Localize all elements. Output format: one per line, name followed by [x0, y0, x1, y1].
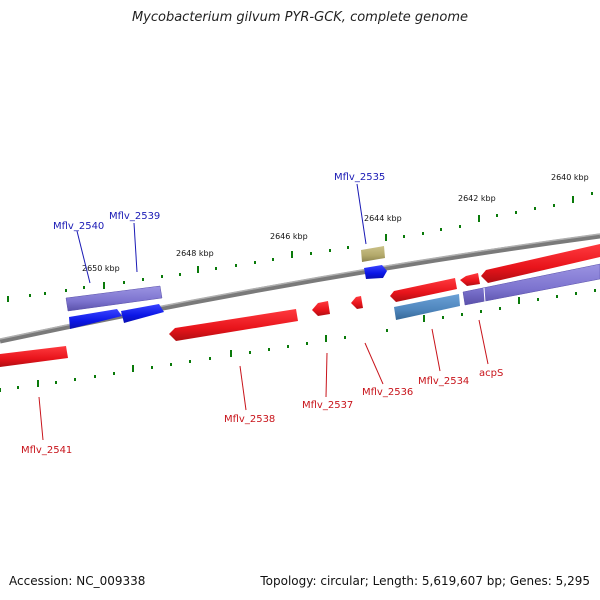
- gene-label-acps: acpS: [479, 368, 503, 379]
- gene-label-mflv2541: Mflv_2541: [21, 445, 72, 456]
- accession-text: Accession: NC_009338: [9, 574, 146, 588]
- scale-label-2642: 2642 kbp: [458, 194, 496, 203]
- scale-label-2646: 2646 kbp: [270, 232, 308, 241]
- feature-purple-right[interactable]: [462, 263, 600, 306]
- gene-red-mflv2536[interactable]: [351, 296, 363, 309]
- scale-label-2644: 2644 kbp: [364, 214, 402, 223]
- inner-scale-ticks: [0, 289, 596, 392]
- feature-steel[interactable]: [394, 294, 460, 320]
- gene-label-mflv2534: Mflv_2534: [418, 376, 469, 387]
- label-connectors-upper: [76, 183, 367, 284]
- gene-blue-1[interactable]: [69, 309, 122, 329]
- gene-red-acps[interactable]: [460, 273, 480, 286]
- gene-blue-2[interactable]: [121, 304, 164, 323]
- scale-label-2648: 2648 kbp: [176, 249, 214, 258]
- topology-text: Topology: circular; Length: 5,619,607 bp…: [260, 574, 590, 588]
- outer-scale-ticks: [7, 192, 593, 302]
- gene-blue-mflv2535[interactable]: [364, 265, 387, 279]
- scale-label-2640: 2640 kbp: [551, 173, 589, 182]
- scale-label-2650: 2650 kbp: [82, 264, 120, 273]
- gene-label-mflv2536: Mflv_2536: [362, 387, 413, 398]
- map-title: Mycobacterium gilvum PYR-GCK, complete g…: [131, 10, 469, 25]
- gene-red-mflv2538[interactable]: [169, 309, 298, 341]
- gene-label-mflv2538: Mflv_2538: [224, 414, 275, 425]
- label-connectors-lower: [38, 319, 489, 441]
- gene-label-mflv2540: Mflv_2540: [53, 221, 104, 232]
- gene-red-mflv2534[interactable]: [390, 278, 457, 302]
- feature-khaki[interactable]: [361, 246, 385, 262]
- gene-label-mflv2535: Mflv_2535: [334, 172, 385, 183]
- gene-red-right[interactable]: [481, 244, 600, 283]
- feature-divider: [483, 287, 486, 303]
- feature-purple-left[interactable]: [65, 285, 163, 312]
- gene-label-mflv2539: Mflv_2539: [109, 211, 160, 222]
- gene-red-mflv2537[interactable]: [312, 301, 330, 316]
- gene-red-mflv2541[interactable]: [0, 346, 68, 367]
- gene-label-mflv2537: Mflv_2537: [302, 400, 353, 411]
